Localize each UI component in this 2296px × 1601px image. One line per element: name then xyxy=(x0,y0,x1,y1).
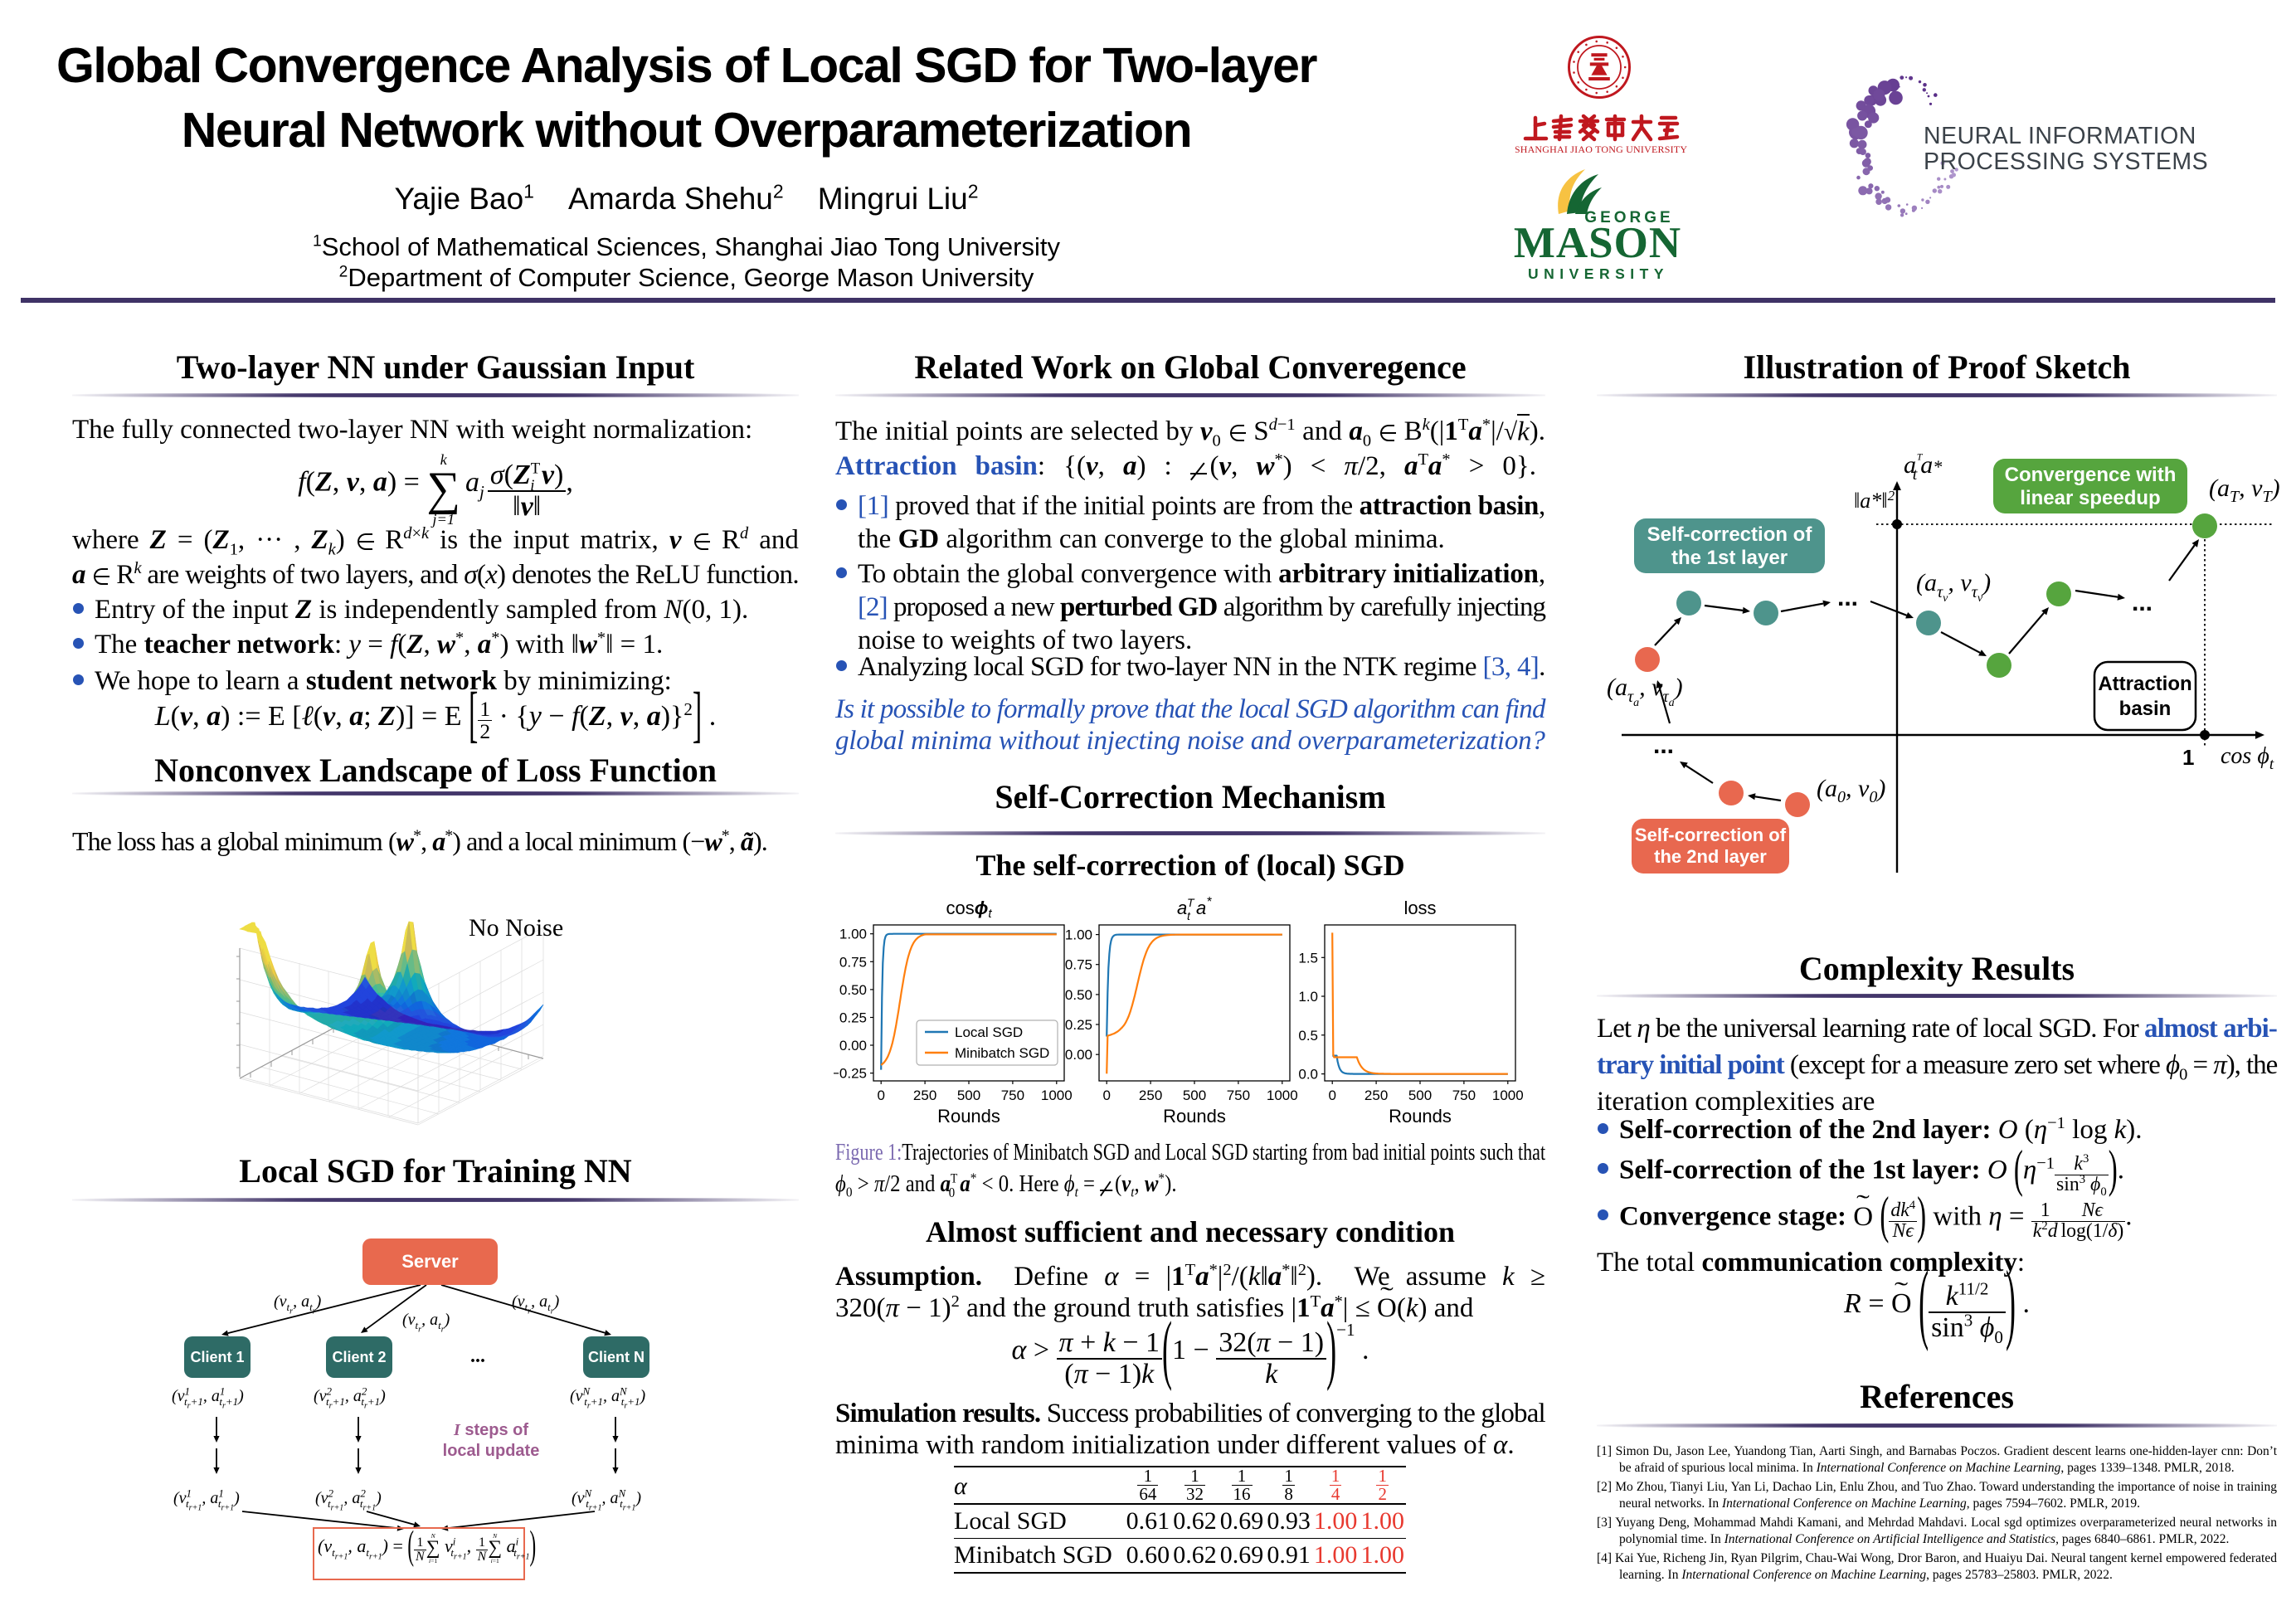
svg-text:GEORGE: GEORGE xyxy=(1584,209,1673,226)
svg-text:Local SGD: Local SGD xyxy=(955,1024,1023,1040)
svg-text:Rounds: Rounds xyxy=(937,1106,1000,1127)
svg-text:0: 0 xyxy=(1102,1088,1110,1103)
svg-text:250: 250 xyxy=(1139,1088,1162,1103)
svg-text:(aT, vT): (aT, vT) xyxy=(2209,474,2280,506)
svg-text:0.00: 0.00 xyxy=(839,1038,867,1054)
svg-text:250: 250 xyxy=(1364,1088,1388,1103)
svg-text:Attraction: Attraction xyxy=(2098,673,2191,695)
svg-text:MASON: MASON xyxy=(1514,219,1681,267)
svg-text:250: 250 xyxy=(913,1088,936,1103)
svg-text:1.00: 1.00 xyxy=(1065,927,1092,943)
svg-text:1.5: 1.5 xyxy=(1298,950,1318,966)
svg-text:UNIVERSITY: UNIVERSITY xyxy=(1528,265,1669,282)
svg-text:basin: basin xyxy=(2119,698,2172,720)
svg-text:...: ... xyxy=(1837,584,1858,611)
svg-text:(aτa, vτa): (aτa, vτa) xyxy=(1607,674,1683,709)
svg-text:Convergence with: Convergence with xyxy=(2005,464,2177,486)
svg-text:0.00: 0.00 xyxy=(1065,1047,1092,1063)
svg-text:1000: 1000 xyxy=(1041,1088,1073,1103)
svg-text:0.50: 0.50 xyxy=(1065,987,1092,1003)
svg-text:750: 750 xyxy=(1227,1088,1250,1103)
svg-text:0: 0 xyxy=(1328,1088,1335,1103)
svg-text:the 2nd layer: the 2nd layer xyxy=(1654,846,1767,867)
svg-text:...: ... xyxy=(2132,589,2152,616)
svg-text:*: * xyxy=(1207,895,1212,909)
svg-text:t: t xyxy=(1187,909,1191,922)
svg-text:Rounds: Rounds xyxy=(1389,1106,1452,1127)
svg-text:Self-correction of: Self-correction of xyxy=(1635,825,1787,845)
svg-text:0.25: 0.25 xyxy=(839,1010,867,1026)
svg-text:1000: 1000 xyxy=(1492,1088,1524,1103)
svg-text:cosϕt: cosϕt xyxy=(946,898,992,921)
svg-text:Rounds: Rounds xyxy=(1163,1106,1226,1127)
svg-text:0.25: 0.25 xyxy=(1065,1017,1092,1033)
svg-text:0: 0 xyxy=(877,1088,884,1103)
svg-text:Self-correction of: Self-correction of xyxy=(1647,523,1813,546)
svg-text:0.5: 0.5 xyxy=(1298,1028,1318,1044)
svg-text:0.50: 0.50 xyxy=(839,982,867,998)
svg-text:1000: 1000 xyxy=(1267,1088,1298,1103)
svg-text:(a0, v0): (a0, v0) xyxy=(1817,775,1885,806)
svg-text:−0.25: −0.25 xyxy=(834,1066,867,1082)
svg-text:750: 750 xyxy=(1001,1088,1024,1103)
svg-text:the 1st layer: the 1st layer xyxy=(1671,547,1788,569)
svg-text:500: 500 xyxy=(1183,1088,1206,1103)
svg-text:T: T xyxy=(1187,896,1195,909)
svg-text:PROCESSING SYSTEMS: PROCESSING SYSTEMS xyxy=(1924,148,2208,175)
svg-text:linear speedup: linear speedup xyxy=(2020,487,2160,509)
svg-text:(aτv, vτv): (aτv, vτv) xyxy=(1916,569,1991,605)
svg-text:500: 500 xyxy=(1408,1088,1432,1103)
svg-text:1.00: 1.00 xyxy=(839,927,867,942)
svg-text:a: a xyxy=(1177,898,1187,918)
svg-text:0.75: 0.75 xyxy=(839,954,867,970)
svg-text:SHANGHAI JIAO TONG UNIVERSITY: SHANGHAI JIAO TONG UNIVERSITY xyxy=(1515,144,1687,155)
svg-text:1.0: 1.0 xyxy=(1298,989,1318,1005)
svg-text:loss: loss xyxy=(1403,898,1436,918)
svg-text:Minibatch SGD: Minibatch SGD xyxy=(955,1045,1049,1061)
svg-text:cos ϕt: cos ϕt xyxy=(2221,743,2274,773)
svg-text:750: 750 xyxy=(1452,1088,1476,1103)
svg-text:1: 1 xyxy=(2182,745,2194,770)
svg-text:0.75: 0.75 xyxy=(1065,957,1092,973)
svg-text:a: a xyxy=(1196,898,1206,918)
svg-text:NEURAL INFORMATION: NEURAL INFORMATION xyxy=(1924,123,2196,149)
svg-text:...: ... xyxy=(1653,732,1674,759)
svg-text:‖a*‖2: ‖a*‖2 xyxy=(1854,488,1895,513)
svg-text:0.0: 0.0 xyxy=(1298,1067,1318,1083)
svg-text:500: 500 xyxy=(957,1088,980,1103)
